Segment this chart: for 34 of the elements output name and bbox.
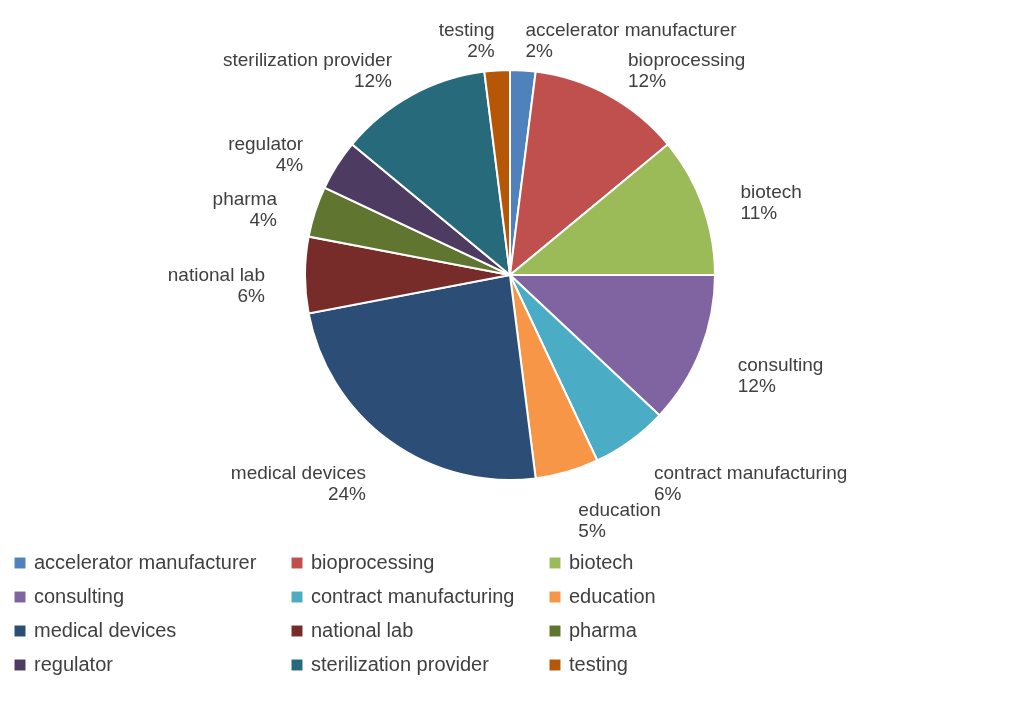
slice-label: national lab	[167, 264, 265, 285]
legend-label: consulting	[34, 585, 125, 607]
data-label: 12%	[628, 70, 667, 92]
data-label: 6%	[237, 285, 266, 306]
data-label: 2%	[525, 40, 553, 62]
legend-label: medical devices	[34, 619, 177, 641]
legend-label: testing	[569, 653, 628, 675]
legend-label: education	[569, 585, 656, 607]
slice-label: pharma	[212, 188, 278, 210]
data-label: 12%	[353, 70, 393, 92]
legend-label: bioprocessing	[311, 551, 435, 573]
slice-label: sterilization provider	[223, 49, 393, 71]
data-label: 11%	[740, 202, 778, 224]
legend-label: national lab	[311, 619, 414, 641]
slice-label: contract manufacturing	[654, 462, 848, 484]
data-label: 12%	[737, 375, 776, 397]
legend-label: contract manufacturing	[311, 585, 515, 607]
slice-label: testing	[438, 19, 495, 41]
data-label: 4%	[275, 153, 304, 175]
slice-label: bioprocessing	[628, 49, 746, 71]
legend-label: regulator	[34, 653, 114, 675]
legend-label: pharma	[569, 619, 638, 641]
slice-label: biotech	[740, 181, 802, 203]
slice-label: medical devices	[230, 462, 366, 484]
data-label: 5%	[578, 520, 606, 542]
legend-label: accelerator manufacturer	[34, 551, 257, 573]
slice-label: accelerator manufacturer	[525, 19, 738, 41]
data-label: 4%	[249, 209, 278, 231]
legend-label: biotech	[569, 551, 634, 573]
legend-label: sterilization provider	[311, 653, 490, 675]
slice-label: regulator	[228, 132, 304, 154]
data-label: 2%	[467, 40, 495, 62]
data-label: 24%	[327, 483, 367, 505]
slice-label: consulting	[737, 354, 824, 376]
